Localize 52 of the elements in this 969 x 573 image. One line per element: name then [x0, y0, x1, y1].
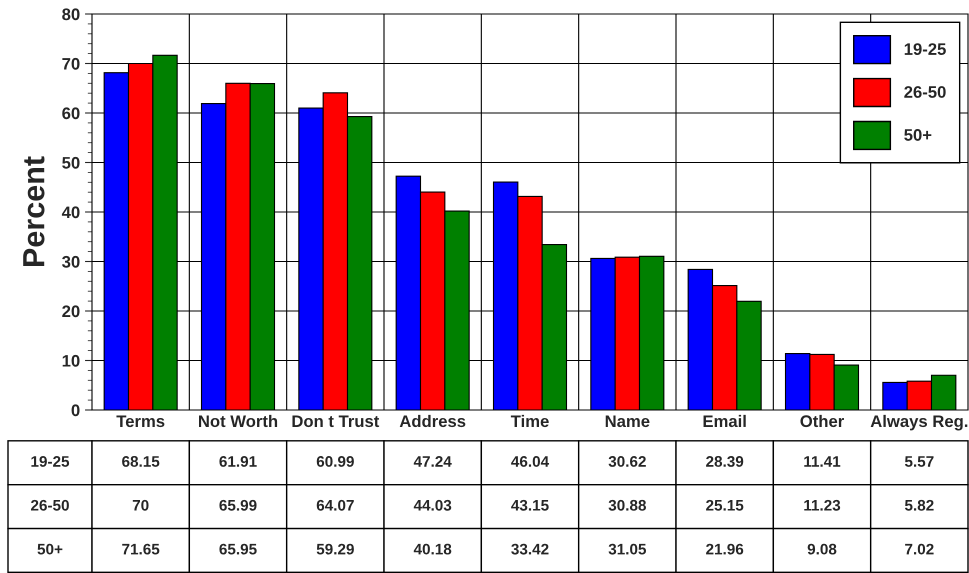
data-label: 60.99	[316, 456, 354, 467]
x-tick-label: Address	[400, 414, 466, 428]
y-tick-label: 40	[62, 206, 80, 218]
data-label: 21.96	[706, 544, 744, 555]
legend-label: 26-50	[904, 86, 946, 98]
data-label: 9.08	[808, 544, 836, 555]
legend-label: 19-25	[904, 43, 946, 55]
data-label: 65.99	[219, 500, 257, 511]
y-tick-label: 50	[62, 156, 80, 169]
data-label: 70	[132, 500, 149, 511]
y-tick-label: 70	[62, 58, 80, 70]
x-tick-label: Time	[510, 414, 549, 428]
x-tick-label: Not Worth	[199, 414, 278, 428]
text: 19-25	[31, 456, 70, 467]
data-label: 7.02	[905, 544, 934, 555]
data-label: 5.57	[904, 456, 934, 467]
data-label: 47.24	[414, 456, 452, 467]
y-tick-label: 30	[62, 256, 80, 268]
data-label: 64.07	[316, 500, 354, 511]
data-label: 25.15	[706, 500, 744, 511]
legend-label: 50+	[904, 129, 932, 141]
x-tick-label: Other	[800, 414, 844, 428]
y-axis-title: Percent	[23, 156, 45, 266]
data-label: 28.39	[706, 456, 744, 467]
data-label: 31.05	[608, 544, 646, 555]
data-label: 46.04	[511, 456, 550, 467]
data-label: 11.41	[804, 456, 840, 467]
data-label: 68.15	[122, 456, 160, 467]
data-label: 30.88	[608, 500, 646, 511]
data-label: 59.29	[316, 544, 354, 555]
y-tick-label: 60	[62, 107, 80, 120]
data-label: 33.42	[511, 544, 549, 555]
x-tick-label: Don t Trust	[292, 415, 380, 428]
text: 26-50	[30, 500, 69, 511]
data-label: 43.15	[511, 500, 549, 511]
y-tick-label: 10	[62, 354, 80, 367]
data-label: 30.62	[608, 456, 646, 467]
y-tick-label: 0	[72, 404, 80, 416]
text: 50+	[38, 544, 62, 555]
x-tick-label: Terms	[116, 415, 164, 428]
data-label: 61.91	[219, 456, 257, 467]
data-label: 71.65	[122, 544, 160, 555]
x-tick-label: Name	[606, 415, 650, 428]
data-label: 44.03	[414, 500, 452, 511]
data-label: 65.95	[219, 544, 257, 555]
x-tick-label: Email	[704, 414, 746, 428]
y-tick-label: 20	[62, 305, 80, 318]
data-label: 5.82	[904, 500, 934, 511]
data-label: 11.23	[804, 500, 840, 511]
x-tick-label: Always Reg.	[870, 414, 968, 430]
y-tick-label: 80	[62, 8, 80, 20]
data-label: 40.18	[414, 544, 452, 555]
